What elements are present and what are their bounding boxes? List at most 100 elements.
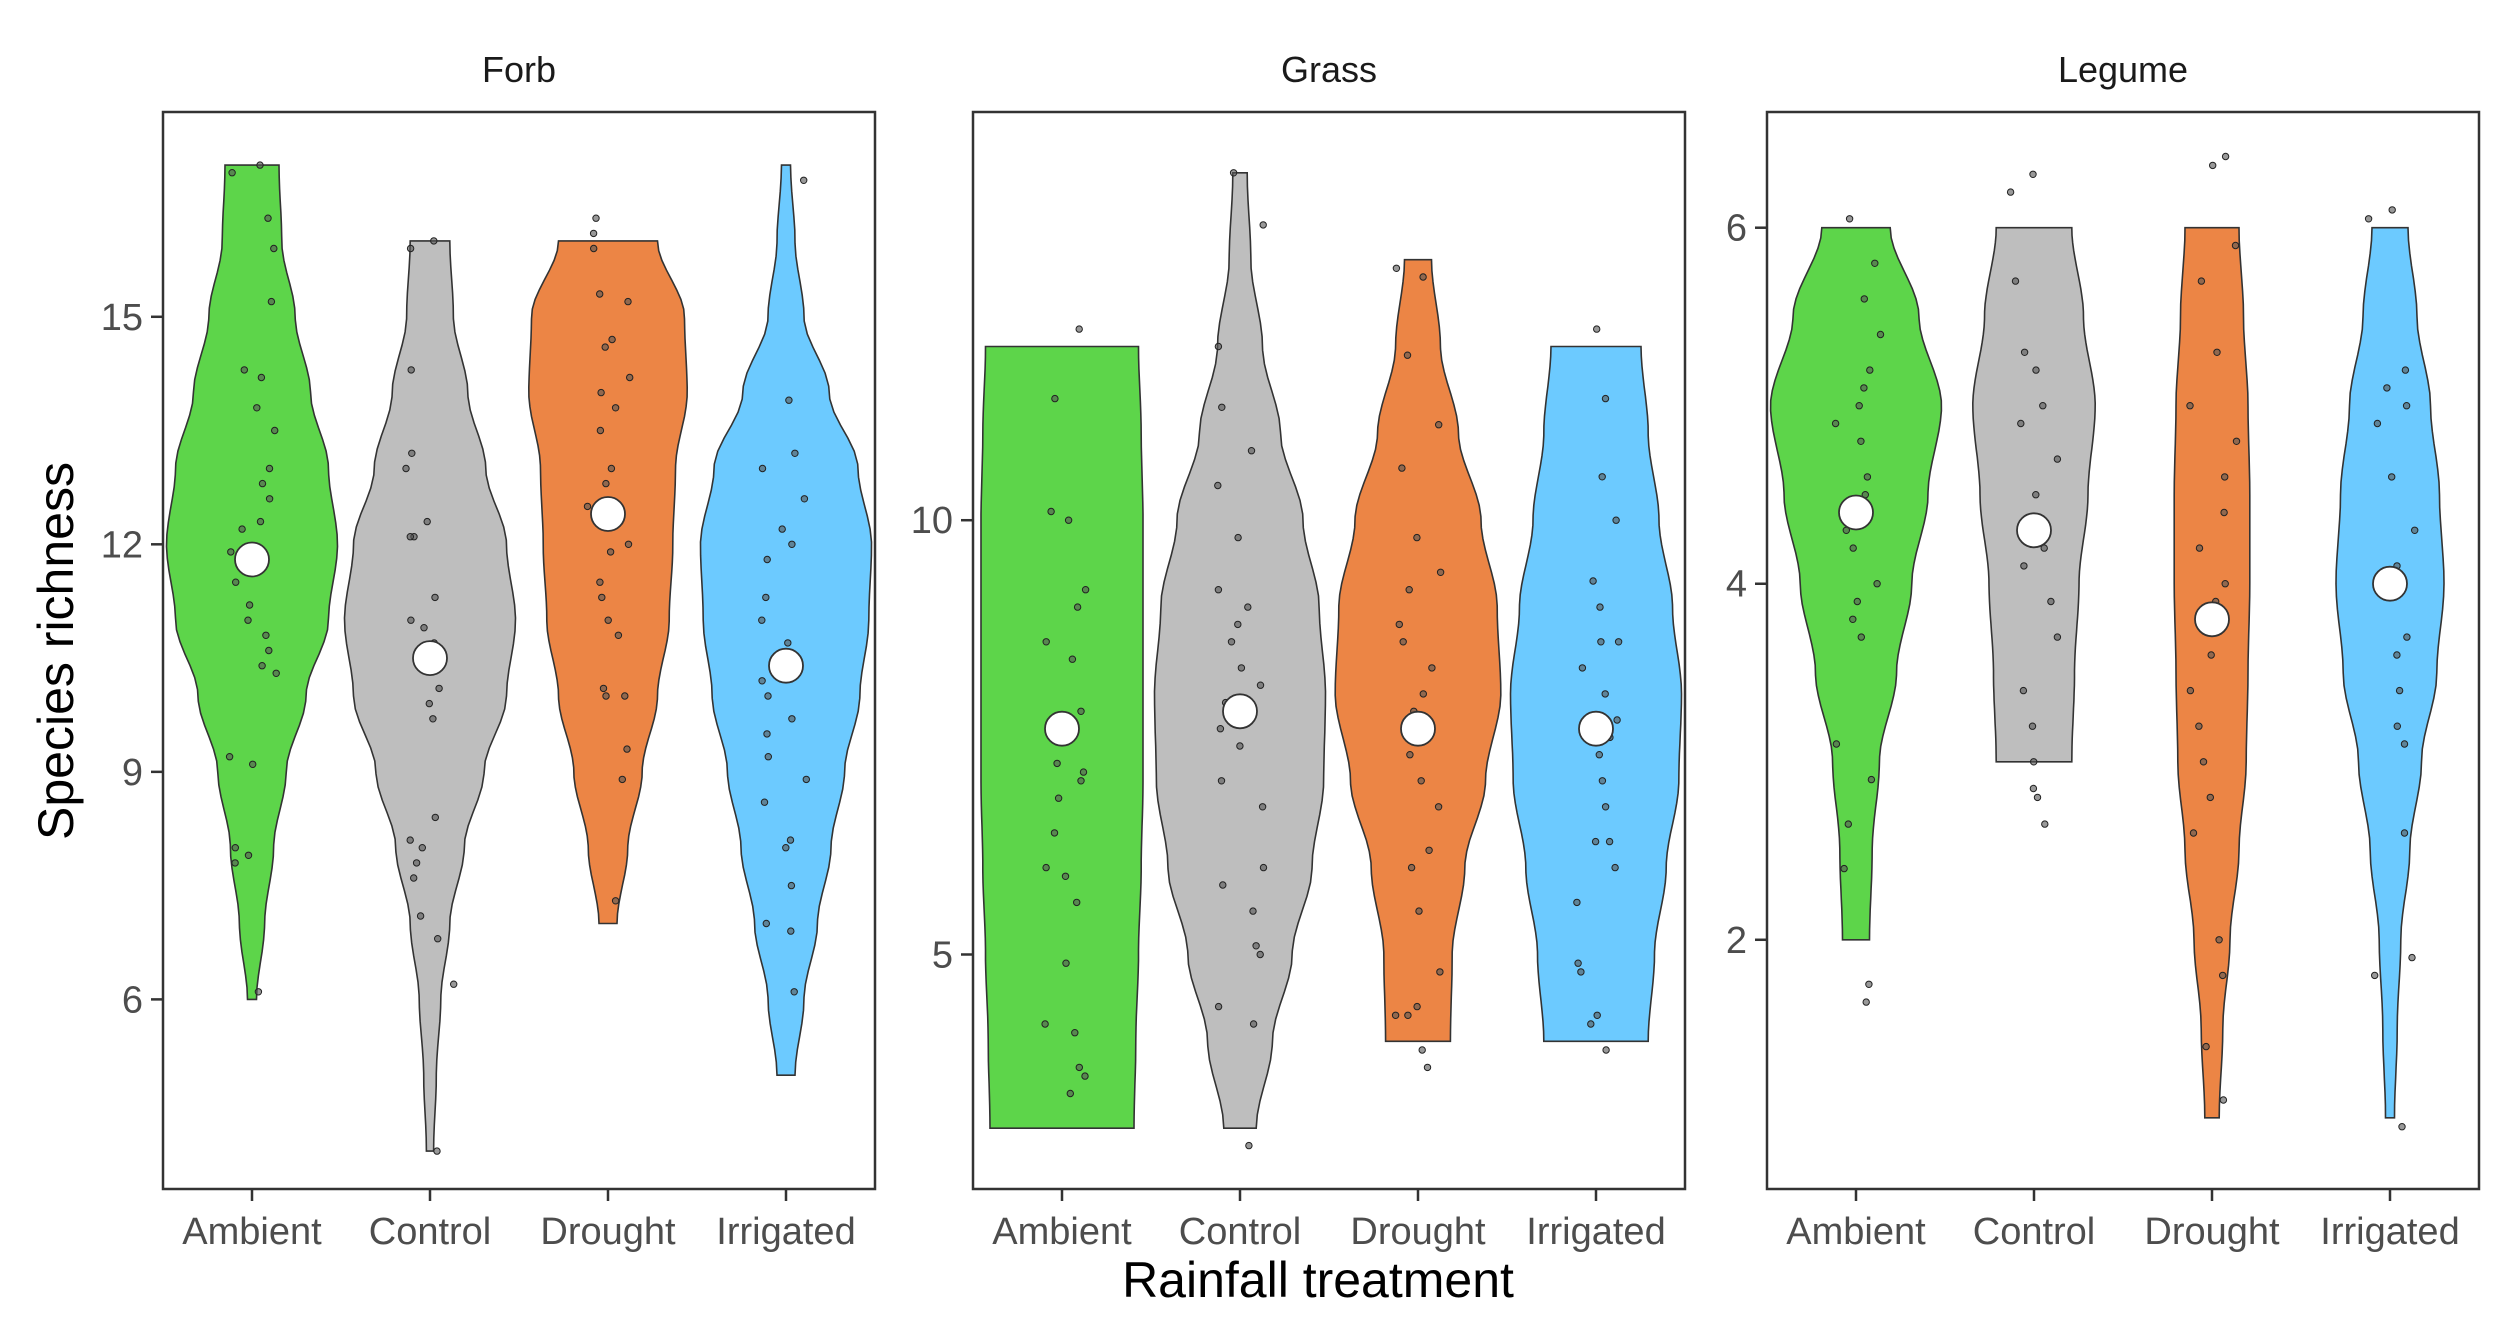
data-point <box>618 775 626 784</box>
x-tick-label: Drought <box>1350 1211 1486 1253</box>
data-point <box>1053 759 1061 768</box>
data-point <box>2186 686 2195 695</box>
data-point <box>626 373 634 382</box>
y-tick-label: 5 <box>932 934 953 976</box>
data-point <box>583 502 592 511</box>
data-point <box>1041 1020 1049 1028</box>
data-point <box>1425 846 1433 854</box>
data-point <box>1079 768 1088 776</box>
mean-marker-control <box>1222 693 1258 730</box>
data-point <box>2039 402 2047 410</box>
data-point <box>624 540 633 548</box>
data-point <box>782 844 790 852</box>
panel-title: Forb <box>482 49 556 90</box>
data-point <box>2020 562 2028 570</box>
data-point <box>614 631 623 639</box>
data-point <box>1066 1089 1075 1098</box>
data-point <box>2197 277 2206 285</box>
data-point <box>2206 793 2215 802</box>
violin-irrigated <box>2335 226 2445 1119</box>
panel-title: Grass <box>1281 49 1377 90</box>
mean-marker-drought <box>590 496 626 532</box>
x-tick-label: Drought <box>540 1211 676 1253</box>
data-point <box>244 616 252 624</box>
x-tick-label: Ambient <box>1786 1211 1926 1253</box>
data-point <box>2215 936 2223 944</box>
data-point <box>2400 829 2409 837</box>
data-point <box>1236 742 1244 750</box>
data-point <box>1436 568 1445 576</box>
data-point <box>1601 690 1609 698</box>
x-tick-label: Irrigated <box>1526 1211 1665 1253</box>
x-tick-label: Drought <box>2144 1211 2280 1253</box>
data-point <box>1244 603 1252 611</box>
data-point <box>2383 384 2391 392</box>
data-point <box>1234 533 1242 542</box>
panel-border <box>161 110 877 1191</box>
data-point <box>1214 1002 1223 1011</box>
data-point <box>406 244 415 253</box>
data-point <box>1227 638 1236 646</box>
data-point <box>1601 803 1610 811</box>
data-point <box>431 813 439 822</box>
violin-ambient <box>165 164 339 1001</box>
violin-drought <box>2173 226 2251 1119</box>
data-point <box>1855 402 1863 410</box>
data-point <box>2030 758 2038 766</box>
data-point <box>2028 722 2037 730</box>
data-point <box>1054 794 1063 802</box>
data-point <box>592 214 600 222</box>
data-point <box>2219 1096 2228 1104</box>
data-point <box>784 639 792 647</box>
panel-title: Legume <box>2058 49 2188 90</box>
data-point <box>607 464 616 473</box>
data-point <box>410 874 418 882</box>
data-point <box>1073 898 1081 907</box>
data-point <box>1051 394 1059 403</box>
y-tick-label: 9 <box>122 752 143 794</box>
panel-legume: Legume Ambient Control Drought Irrigated 2 4 6 <box>1726 49 2481 1253</box>
mean-marker-ambient <box>1838 494 1874 531</box>
data-point <box>1418 1046 1426 1054</box>
data-point <box>1258 803 1267 811</box>
data-point <box>1871 259 1879 267</box>
data-point <box>1081 1072 1089 1080</box>
data-point <box>406 533 414 541</box>
data-point <box>590 244 598 253</box>
data-point <box>763 730 771 738</box>
mean-marker-drought <box>1400 710 1436 747</box>
data-point <box>1392 264 1401 272</box>
data-point <box>1876 330 1885 339</box>
data-point <box>1573 898 1581 907</box>
data-point <box>2400 740 2409 748</box>
data-point <box>604 616 612 624</box>
data-point <box>256 161 264 169</box>
data-point <box>1064 516 1073 524</box>
data-point <box>1395 620 1404 629</box>
data-point <box>2393 651 2401 659</box>
data-point <box>1256 950 1264 959</box>
data-point <box>1845 215 1854 223</box>
data-point <box>254 988 263 996</box>
data-point <box>1844 820 1853 828</box>
data-point <box>258 662 266 670</box>
data-point <box>596 578 604 586</box>
data-point <box>1234 620 1242 629</box>
data-point <box>764 692 772 700</box>
data-point <box>1404 1011 1412 1019</box>
data-point <box>2053 633 2062 641</box>
data-point <box>429 715 437 723</box>
y-tick-label: 10 <box>911 500 953 542</box>
data-point <box>231 859 239 867</box>
violin-control <box>1153 172 1327 1129</box>
data-point <box>2033 793 2042 802</box>
data-point <box>412 859 421 867</box>
data-point <box>267 297 276 306</box>
data-point <box>1865 980 1873 988</box>
data-point <box>1863 473 1872 481</box>
data-point <box>1081 586 1090 594</box>
y-axis-title: Species richness <box>28 462 84 840</box>
data-point <box>258 479 267 488</box>
data-point <box>1849 544 1857 552</box>
